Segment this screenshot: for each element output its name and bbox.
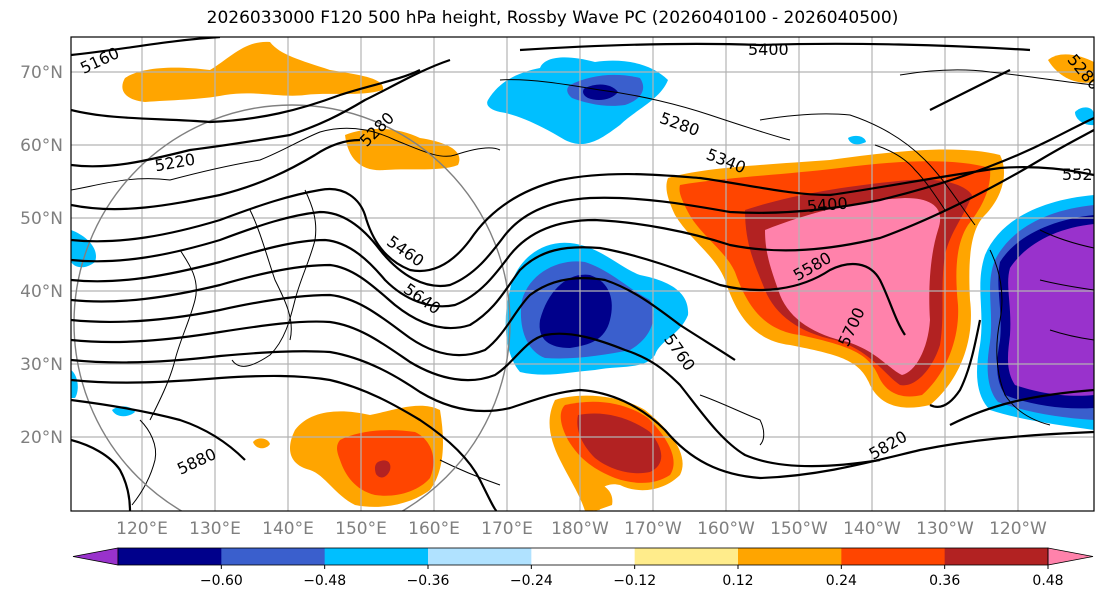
colorbar-extend-min: [72, 547, 119, 566]
colorbar-tick-label: −0.60: [200, 573, 243, 589]
lat-label: 30°N: [20, 355, 63, 375]
lon-label: 170°E: [481, 519, 533, 539]
lon-label: 180°W: [551, 519, 609, 539]
lon-label: 130°W: [916, 519, 974, 539]
map-area: 5160 5280 5220 5400 5280 5340 5400 5460 …: [71, 37, 1103, 511]
colorbar-tick-label: −0.24: [510, 573, 553, 589]
lon-label: 150°E: [335, 519, 387, 539]
negative-anomaly-alaska-small: [848, 135, 866, 145]
contour-label: 5520: [1062, 165, 1103, 184]
positive-anomaly-central: [666, 149, 1005, 408]
lon-label: 150°W: [770, 519, 828, 539]
contour-label: 5400: [748, 40, 789, 59]
colorbar-tick-label: −0.12: [613, 573, 656, 589]
colorbar-segment: [428, 548, 532, 565]
colorbar-segment: [221, 548, 326, 565]
colorbar-extend-max: [1047, 547, 1094, 566]
lat-label: 50°N: [20, 209, 63, 229]
colorbar-segment: [118, 548, 222, 565]
lon-label: 170°W: [624, 519, 682, 539]
lat-label: 40°N: [20, 282, 63, 302]
coastlines: [71, 69, 1094, 506]
colorbar-segment: [634, 548, 739, 565]
lat-label: 60°N: [20, 136, 63, 156]
map-frame: [70, 36, 1095, 512]
colorbar: −0.60 −0.48 −0.36 −0.24 −0.12 0.12 0.24 0.36 0.4…: [72, 547, 1094, 589]
colorbar-tick-label: 0.48: [1032, 573, 1063, 589]
colorbar-tick-label: −0.36: [407, 573, 450, 589]
colorbar-tick-label: 0.24: [826, 573, 857, 589]
colorbar-segment: [531, 548, 636, 565]
colorbar-segment: [944, 548, 1049, 565]
negative-anomaly-west-edge-2: [71, 370, 78, 398]
lon-label: 140°E: [262, 519, 314, 539]
negative-anomaly-west-edge: [71, 230, 96, 268]
lat-label: 70°N: [20, 63, 63, 83]
map-title: 2026033000 F120 500 hPa height, Rossby W…: [206, 8, 899, 28]
colorbar-border: [117, 547, 1049, 566]
latitude-labels: 70°N 60°N 50°N 40°N 30°N 20°N: [20, 63, 63, 448]
lon-label: 120°E: [116, 519, 168, 539]
longitude-labels: 120°E 130°E 140°E 150°E 160°E 170°E 180°…: [116, 519, 1047, 539]
colorbar-segment: [738, 548, 842, 565]
lon-label: 120°W: [989, 519, 1047, 539]
lon-label: 160°W: [697, 519, 755, 539]
contour-label: 5400: [806, 193, 848, 215]
colorbar-segment: [324, 548, 429, 565]
lon-label: 160°E: [408, 519, 460, 539]
lon-label: 130°E: [189, 519, 241, 539]
colorbar-tick-label: −0.48: [303, 573, 346, 589]
colorbar-tick-label: 0.12: [722, 573, 753, 589]
lon-label: 140°W: [843, 519, 901, 539]
height-contours: [71, 37, 1094, 511]
colorbar-segment: [841, 548, 946, 565]
positive-anomaly-south: [549, 395, 683, 511]
lat-label: 20°N: [20, 428, 63, 448]
negative-anomaly-east: [977, 195, 1094, 430]
colorbar-tick-label: 0.36: [929, 573, 960, 589]
